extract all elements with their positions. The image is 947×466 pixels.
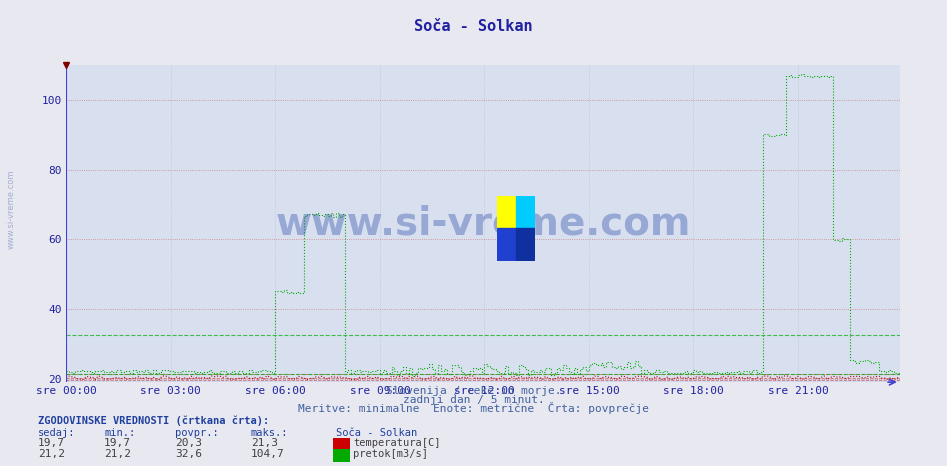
Text: Soča - Solkan: Soča - Solkan	[414, 19, 533, 34]
Text: 19,7: 19,7	[104, 438, 132, 448]
Text: 19,7: 19,7	[38, 438, 65, 448]
Text: www.si-vreme.com: www.si-vreme.com	[276, 205, 690, 243]
Text: temperatura[C]: temperatura[C]	[353, 438, 440, 448]
Text: Meritve: minimalne  Enote: metrične  Črta: povprečje: Meritve: minimalne Enote: metrične Črta:…	[298, 403, 649, 414]
Bar	[497, 228, 516, 261]
Text: 32,6: 32,6	[175, 449, 203, 459]
Bar	[516, 196, 535, 228]
Text: 20,3: 20,3	[175, 438, 203, 448]
Text: Soča - Solkan: Soča - Solkan	[336, 428, 418, 438]
Text: Slovenija / reke in morje.: Slovenija / reke in morje.	[385, 386, 562, 396]
Text: min.:: min.:	[104, 428, 135, 438]
Text: 21,3: 21,3	[251, 438, 278, 448]
Text: www.si-vreme.com: www.si-vreme.com	[7, 170, 16, 249]
Text: pretok[m3/s]: pretok[m3/s]	[353, 449, 428, 459]
Text: zadnji dan / 5 minut.: zadnji dan / 5 minut.	[402, 395, 545, 405]
Text: sedaj:: sedaj:	[38, 428, 76, 438]
Text: maks.:: maks.:	[251, 428, 289, 438]
Text: 21,2: 21,2	[38, 449, 65, 459]
Text: povpr.:: povpr.:	[175, 428, 219, 438]
Bar	[516, 228, 535, 261]
Text: 104,7: 104,7	[251, 449, 285, 459]
Bar	[497, 196, 516, 228]
Text: 21,2: 21,2	[104, 449, 132, 459]
Text: ZGODOVINSKE VREDNOSTI (črtkana črta):: ZGODOVINSKE VREDNOSTI (črtkana črta):	[38, 416, 269, 426]
